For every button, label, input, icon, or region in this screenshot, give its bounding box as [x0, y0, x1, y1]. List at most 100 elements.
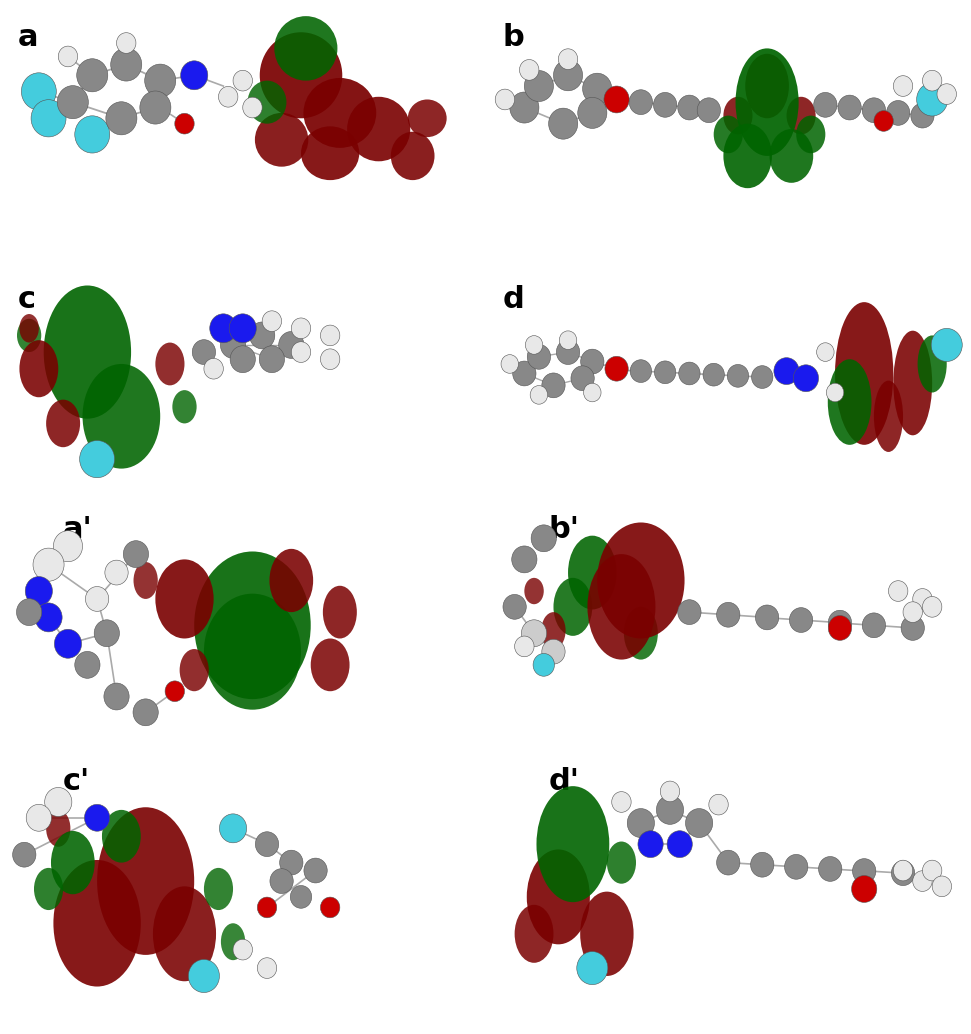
Ellipse shape	[301, 126, 359, 180]
Circle shape	[542, 639, 565, 664]
Circle shape	[727, 364, 749, 387]
Circle shape	[291, 317, 311, 339]
Circle shape	[789, 608, 813, 633]
Text: b': b'	[549, 515, 580, 544]
Circle shape	[35, 603, 62, 632]
Circle shape	[913, 871, 932, 891]
Circle shape	[629, 90, 653, 115]
Circle shape	[793, 365, 819, 392]
Circle shape	[304, 858, 327, 883]
Ellipse shape	[408, 99, 447, 138]
Ellipse shape	[34, 868, 63, 910]
Ellipse shape	[102, 810, 141, 862]
Circle shape	[630, 360, 652, 383]
Ellipse shape	[587, 554, 655, 660]
Ellipse shape	[51, 831, 95, 894]
Circle shape	[133, 699, 158, 726]
Circle shape	[94, 619, 119, 646]
Text: a: a	[17, 23, 38, 52]
Circle shape	[571, 366, 594, 391]
Circle shape	[581, 349, 604, 374]
Circle shape	[33, 548, 64, 581]
Circle shape	[175, 114, 194, 134]
Ellipse shape	[155, 342, 184, 386]
Circle shape	[922, 70, 942, 91]
Ellipse shape	[269, 549, 313, 612]
Circle shape	[697, 98, 720, 123]
Circle shape	[192, 339, 216, 365]
Circle shape	[542, 373, 565, 398]
Circle shape	[80, 440, 115, 478]
Circle shape	[501, 355, 519, 373]
Ellipse shape	[53, 860, 141, 986]
Circle shape	[262, 311, 282, 332]
Ellipse shape	[248, 81, 286, 124]
Ellipse shape	[83, 364, 160, 468]
Ellipse shape	[874, 381, 903, 452]
Circle shape	[510, 92, 539, 123]
Circle shape	[512, 546, 537, 573]
Circle shape	[111, 48, 142, 81]
Circle shape	[852, 876, 877, 903]
Circle shape	[250, 322, 275, 348]
Circle shape	[117, 33, 136, 54]
Circle shape	[922, 860, 942, 881]
Ellipse shape	[597, 522, 685, 638]
Circle shape	[257, 957, 277, 978]
Circle shape	[57, 86, 88, 119]
Circle shape	[556, 339, 580, 365]
Ellipse shape	[19, 314, 39, 342]
Circle shape	[45, 788, 72, 817]
Circle shape	[521, 619, 547, 646]
Circle shape	[527, 344, 551, 369]
Circle shape	[320, 325, 340, 345]
Circle shape	[218, 87, 238, 108]
Circle shape	[77, 59, 108, 92]
Circle shape	[559, 331, 577, 349]
Circle shape	[717, 603, 740, 628]
Circle shape	[678, 600, 701, 625]
Ellipse shape	[828, 359, 872, 445]
Ellipse shape	[787, 97, 816, 134]
Circle shape	[525, 336, 543, 355]
Ellipse shape	[254, 113, 309, 166]
Circle shape	[26, 804, 51, 831]
Ellipse shape	[526, 850, 590, 944]
Circle shape	[181, 61, 208, 90]
Circle shape	[826, 384, 844, 402]
Circle shape	[219, 814, 247, 843]
Ellipse shape	[204, 868, 233, 910]
Circle shape	[75, 116, 110, 153]
Circle shape	[888, 581, 908, 602]
Circle shape	[85, 586, 109, 611]
Circle shape	[58, 47, 78, 67]
Ellipse shape	[180, 649, 209, 691]
Circle shape	[145, 64, 176, 97]
Ellipse shape	[260, 32, 343, 118]
Ellipse shape	[390, 131, 435, 180]
Circle shape	[678, 95, 701, 120]
Circle shape	[230, 345, 255, 372]
Circle shape	[21, 72, 56, 110]
Circle shape	[751, 852, 774, 877]
Ellipse shape	[581, 891, 634, 976]
Circle shape	[105, 560, 128, 585]
Circle shape	[911, 103, 934, 128]
Ellipse shape	[796, 116, 825, 153]
Circle shape	[188, 960, 219, 993]
Ellipse shape	[553, 578, 592, 636]
Ellipse shape	[515, 905, 553, 963]
Circle shape	[533, 653, 554, 676]
Circle shape	[229, 314, 256, 342]
Circle shape	[84, 804, 110, 831]
Ellipse shape	[918, 335, 947, 393]
Ellipse shape	[835, 302, 893, 445]
Ellipse shape	[746, 54, 789, 118]
Ellipse shape	[17, 318, 42, 352]
Ellipse shape	[155, 559, 214, 638]
Ellipse shape	[736, 49, 799, 156]
Ellipse shape	[221, 923, 245, 961]
Ellipse shape	[19, 340, 58, 397]
Circle shape	[660, 781, 680, 801]
Circle shape	[104, 683, 129, 710]
